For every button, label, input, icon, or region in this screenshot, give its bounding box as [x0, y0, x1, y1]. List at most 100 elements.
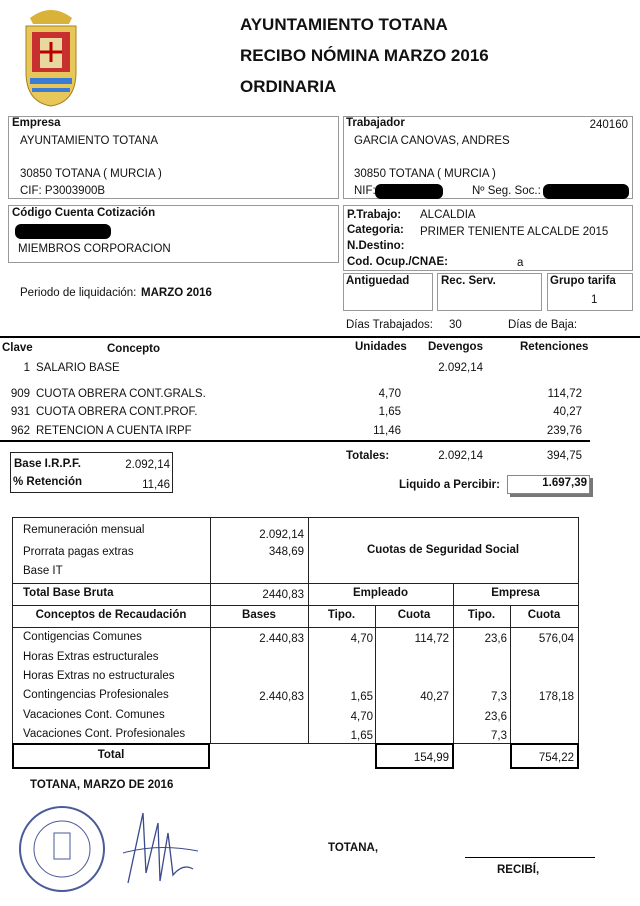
remuneracion-label: Remuneración mensual [23, 524, 145, 536]
concepto-row-unidades: 4,70 [378, 388, 401, 400]
liquido-box [507, 475, 590, 494]
col-cuota-empleado: Cuota [397, 609, 431, 621]
ss-row-bases: 2.440,83 [259, 633, 304, 645]
categoria-label: Categoria: [347, 224, 404, 236]
categoria-value: PRIMER TENIENTE ALCALDE 2015 [420, 226, 609, 238]
ss-row-tipo1: 4,70 [350, 633, 373, 645]
rec-serv-label: Rec. Serv. [441, 275, 496, 287]
total-empleado: 154,99 [413, 752, 449, 764]
ss-row-concepto: Horas Extras no estructurales [23, 670, 175, 682]
ptrabajo-value: ALCALDIA [420, 209, 476, 221]
ss-row-concepto: Horas Extras estructurales [23, 651, 159, 663]
title-ordinaria: ORDINARIA [240, 77, 337, 96]
totana-signature-place: TOTANA, [328, 842, 379, 854]
col-clave: Clave [2, 342, 33, 354]
totales-retenciones: 394,75 [546, 450, 582, 462]
trabajador-name: GARCIA CANOVAS, ANDRES [354, 135, 510, 147]
col-conceptos-recaudacion: Conceptos de Recaudación [35, 609, 187, 621]
grupo-tarifa-label: Grupo tarifa [550, 275, 616, 287]
title-ayuntamiento: AYUNTAMIENTO TOTANA [240, 15, 448, 34]
concepto-row-retenciones: 40,27 [553, 406, 582, 418]
concepto-row-concepto: SALARIO BASE [36, 362, 120, 374]
concepto-row-retenciones: 239,76 [546, 425, 582, 437]
place-date: TOTANA, MARZO DE 2016 [30, 779, 174, 791]
ss-row-concepto: Vacaciones Cont. Profesionales [23, 728, 186, 740]
concepto-row-unidades: 11,46 [373, 425, 401, 437]
trabajador-box [343, 116, 633, 199]
trabajador-label: Trabajador [346, 117, 405, 129]
col-devengos: Devengos [428, 341, 483, 353]
concepto-row-devengos: 2.092,14 [438, 362, 483, 374]
ss-row-concepto: Contigencias Comunes [23, 631, 142, 643]
concepto-row-clave: 962 [10, 425, 30, 437]
col-tipo-empresa: Tipo. [467, 609, 496, 621]
remuneracion-value: 2.092,14 [259, 529, 304, 541]
nif-label: NIF: [354, 185, 376, 197]
col-tipo-empleado: Tipo. [327, 609, 356, 621]
ss-row-cuota2: 178,18 [538, 691, 574, 703]
dias-trabajados-label: Días Trabajados: [346, 319, 433, 331]
prorrata-label: Prorrata pagas extras [23, 546, 134, 558]
cuotas-ss-title: Cuotas de Seguridad Social [366, 544, 520, 556]
periodo-label: Periodo de liquidación: [20, 287, 137, 299]
antiguedad-box [343, 273, 433, 311]
grupo-tarifa-box [547, 273, 633, 311]
concepto-row-concepto: CUOTA OBRERA CONT.GRALS. [36, 388, 206, 400]
ccc-label: Código Cuenta Cotización [12, 207, 156, 219]
empresa-box [8, 116, 339, 199]
retencion-label: % Retención [13, 476, 83, 488]
ss-row-cuota1: 40,27 [420, 691, 449, 703]
empresa-cif: CIF: P3003900B [20, 185, 106, 197]
nss-label: Nº Seg. Soc.: [472, 185, 541, 197]
tbb-value: 2440,83 [262, 589, 304, 601]
cod-value: a [517, 257, 524, 269]
base-irpf-label: Base I.R.P.F. [14, 458, 81, 470]
retencion-value: 11,46 [142, 479, 170, 491]
redacted-nss [543, 184, 629, 199]
total-label: Total [97, 749, 125, 761]
trabajador-city: 30850 TOTANA ( MURCIA ) [354, 168, 496, 180]
liquido-label: Liquido a Percibir: [399, 479, 500, 491]
ccc-name: MIEMBROS CORPORACION [18, 243, 171, 255]
concepto-row-unidades: 1,65 [378, 406, 401, 418]
col-cuota-empresa: Cuota [527, 609, 561, 621]
grupo-tarifa-value: 1 [591, 294, 598, 306]
divider [0, 336, 640, 338]
totales-devengos: 2.092,14 [438, 450, 483, 462]
col-unidades: Unidades [355, 341, 407, 353]
total-empresa: 754,22 [538, 752, 574, 764]
col-concepto: Concepto [107, 343, 161, 355]
ss-row-bases: 2.440,83 [259, 691, 304, 703]
redacted-nif [375, 184, 443, 199]
ss-row-cuota2: 576,04 [538, 633, 574, 645]
liquido-value: 1.697,39 [542, 477, 587, 489]
ss-row-tipo2: 7,3 [491, 730, 507, 742]
base-it-label: Base IT [23, 565, 63, 577]
empresa-label: Empresa [12, 117, 61, 129]
periodo-value: MARZO 2016 [141, 287, 212, 299]
ss-row-tipo2: 7,3 [491, 691, 507, 703]
col-retenciones: Retenciones [520, 341, 589, 353]
empleado-header: Empleado [353, 587, 408, 599]
trabajador-id: 240160 [589, 119, 628, 131]
antiguedad-label: Antiguedad [346, 275, 410, 287]
ss-row-tipo2: 23,6 [484, 633, 507, 645]
ccc-box [8, 205, 339, 263]
empresa-city: 30850 TOTANA ( MURCIA ) [20, 168, 162, 180]
ss-row-tipo1: 4,70 [350, 711, 373, 723]
col-bases: Bases [242, 609, 276, 621]
divider [0, 440, 590, 442]
ndestino-label: N.Destino: [347, 240, 405, 252]
ss-row-concepto: Contingencias Profesionales [23, 689, 169, 701]
rec-serv-box [437, 273, 542, 311]
concepto-row-retenciones: 114,72 [547, 388, 582, 400]
cod-label: Cod. Ocup./CNAE: [347, 256, 448, 268]
ptrabajo-label: P.Trabajo: [347, 209, 402, 221]
signature-line [465, 857, 595, 858]
empresa-name: AYUNTAMIENTO TOTANA [20, 135, 159, 147]
coat-of-arms-logo [25, 10, 77, 107]
ss-row-concepto: Vacaciones Cont. Comunes [23, 709, 165, 721]
puesto-box [343, 205, 633, 271]
